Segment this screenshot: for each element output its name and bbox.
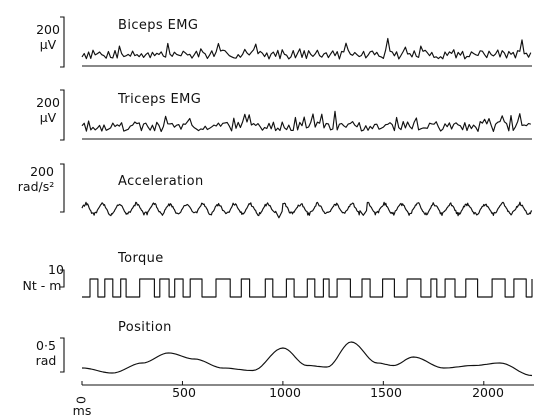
trace-title-triceps: Triceps EMG xyxy=(117,92,201,107)
trace-torque xyxy=(82,278,533,298)
trace-title-position: Position xyxy=(118,320,172,335)
scale-unit-position: rad xyxy=(36,353,57,368)
trace-title-torque: Torque xyxy=(117,251,164,266)
x-tick-label: 500 xyxy=(172,385,196,400)
chart-marks xyxy=(60,16,534,386)
scale-value-triceps: 200 xyxy=(36,95,60,110)
x-tick-label: 1500 xyxy=(370,385,402,400)
x-tick-label: 2000 xyxy=(472,385,504,400)
scale-value-biceps: 200 xyxy=(36,22,60,37)
trace-triceps-emg xyxy=(81,110,531,133)
trace-acceleration xyxy=(81,201,533,219)
scale-unit-triceps: µV xyxy=(40,110,57,125)
trace-position xyxy=(81,341,533,377)
scale-bar-1 xyxy=(60,89,65,141)
trace-biceps-emg xyxy=(81,37,532,60)
scale-bar-4 xyxy=(60,337,65,373)
scale-value-torque: 10 xyxy=(48,262,64,277)
scale-bar-3 xyxy=(60,269,65,288)
scale-unit-biceps: µV xyxy=(40,37,57,52)
x-axis-unit: ms xyxy=(73,403,92,418)
x-tick-label: 0 xyxy=(74,396,89,404)
scale-unit-torque: Nt - m xyxy=(23,278,62,293)
scale-unit-acceleration: rad/s² xyxy=(18,179,54,194)
trace-title-biceps: Biceps EMG xyxy=(118,18,198,33)
trace-title-acceleration: Acceleration xyxy=(118,174,204,189)
scale-bar-2 xyxy=(60,163,65,213)
scale-value-position: 0·5 xyxy=(36,338,56,353)
x-tick-label: 1000 xyxy=(269,385,301,400)
scale-value-acceleration: 200 xyxy=(30,164,54,179)
scale-bar-0 xyxy=(60,16,65,68)
